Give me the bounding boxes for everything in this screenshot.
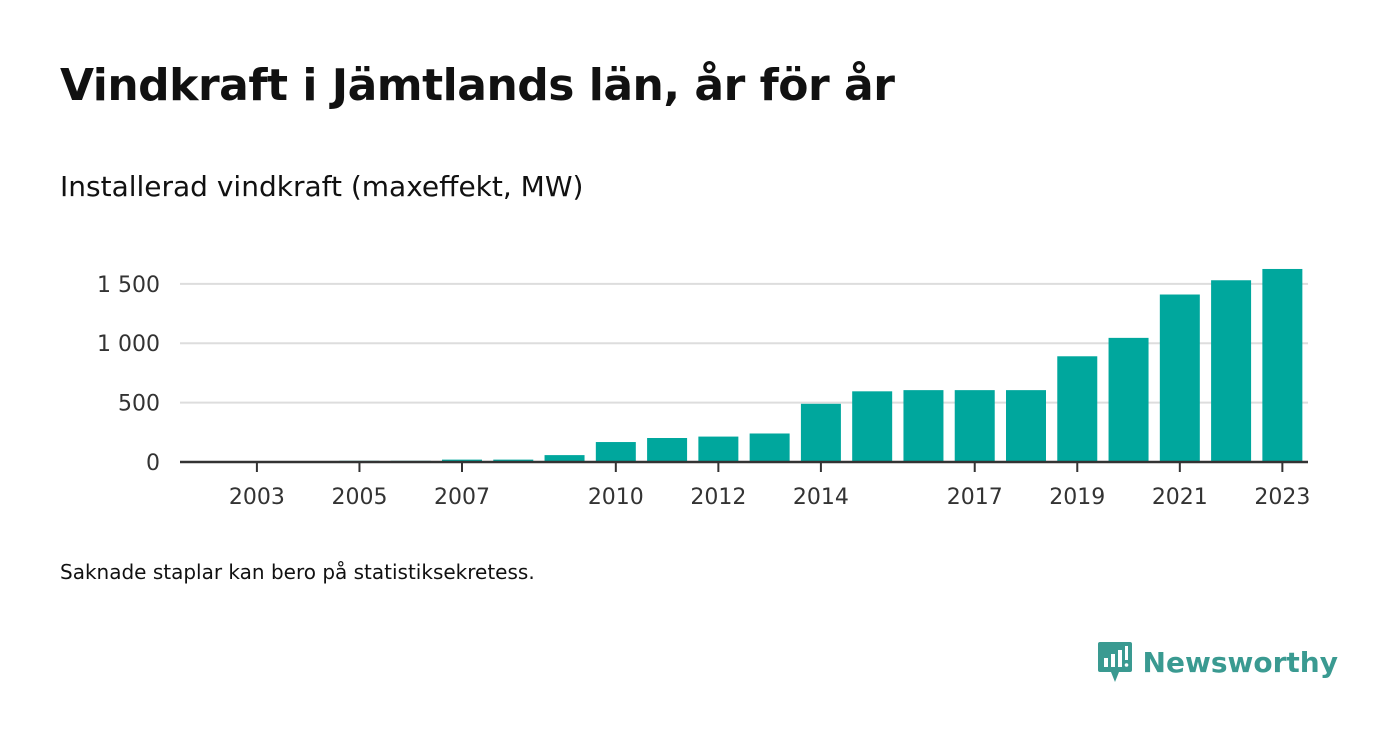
newsworthy-logo: Newsworthy [1097,640,1338,684]
bar [1262,268,1303,462]
bar [954,390,995,462]
newsworthy-logo-icon [1097,642,1132,682]
bar [852,391,893,462]
y-tick-label: 1 000 [97,332,160,357]
bar [800,403,841,462]
axes: 0 500 1 000 1 500 2003 2005 2007 2010 2012 2014 20… [97,273,1310,510]
bar [595,442,636,462]
bar [749,433,790,462]
x-tick-label: 2007 [434,485,490,510]
bar [1057,356,1098,462]
x-tick-label: 2012 [690,485,746,510]
footnote: Saknade staplar kan bero på statistiksek… [60,560,535,584]
bars [185,268,1303,462]
x-tick-label: 2021 [1152,485,1208,510]
y-tick-label: 500 [118,392,160,417]
bar [1108,337,1149,462]
bar [1211,280,1252,462]
x-tick-label: 2014 [793,485,849,510]
x-tick-label: 2019 [1049,485,1105,510]
bar [544,455,585,462]
bar [698,436,739,462]
bar [1159,294,1200,462]
x-tick-label: 2023 [1254,485,1310,510]
x-tick-label: 2005 [331,485,387,510]
chart-title: Vindkraft i Jämtlands län, år för år [60,60,895,111]
bar-chart: 0 500 1 000 1 500 2003 2005 2007 2010 2012 2014 20… [97,268,1310,510]
y-tick-label: 1 500 [97,273,160,298]
x-tick-label: 2003 [229,485,285,510]
chart-subtitle: Installerad vindkraft (maxeffekt, MW) [60,170,584,203]
bar [903,390,944,462]
x-tick-label: 2017 [947,485,1003,510]
brand-name: Newsworthy [1142,645,1338,679]
y-tick-label: 0 [146,451,160,476]
bar [1006,390,1046,462]
bar [647,438,688,462]
x-tick-label: 2010 [588,485,644,510]
